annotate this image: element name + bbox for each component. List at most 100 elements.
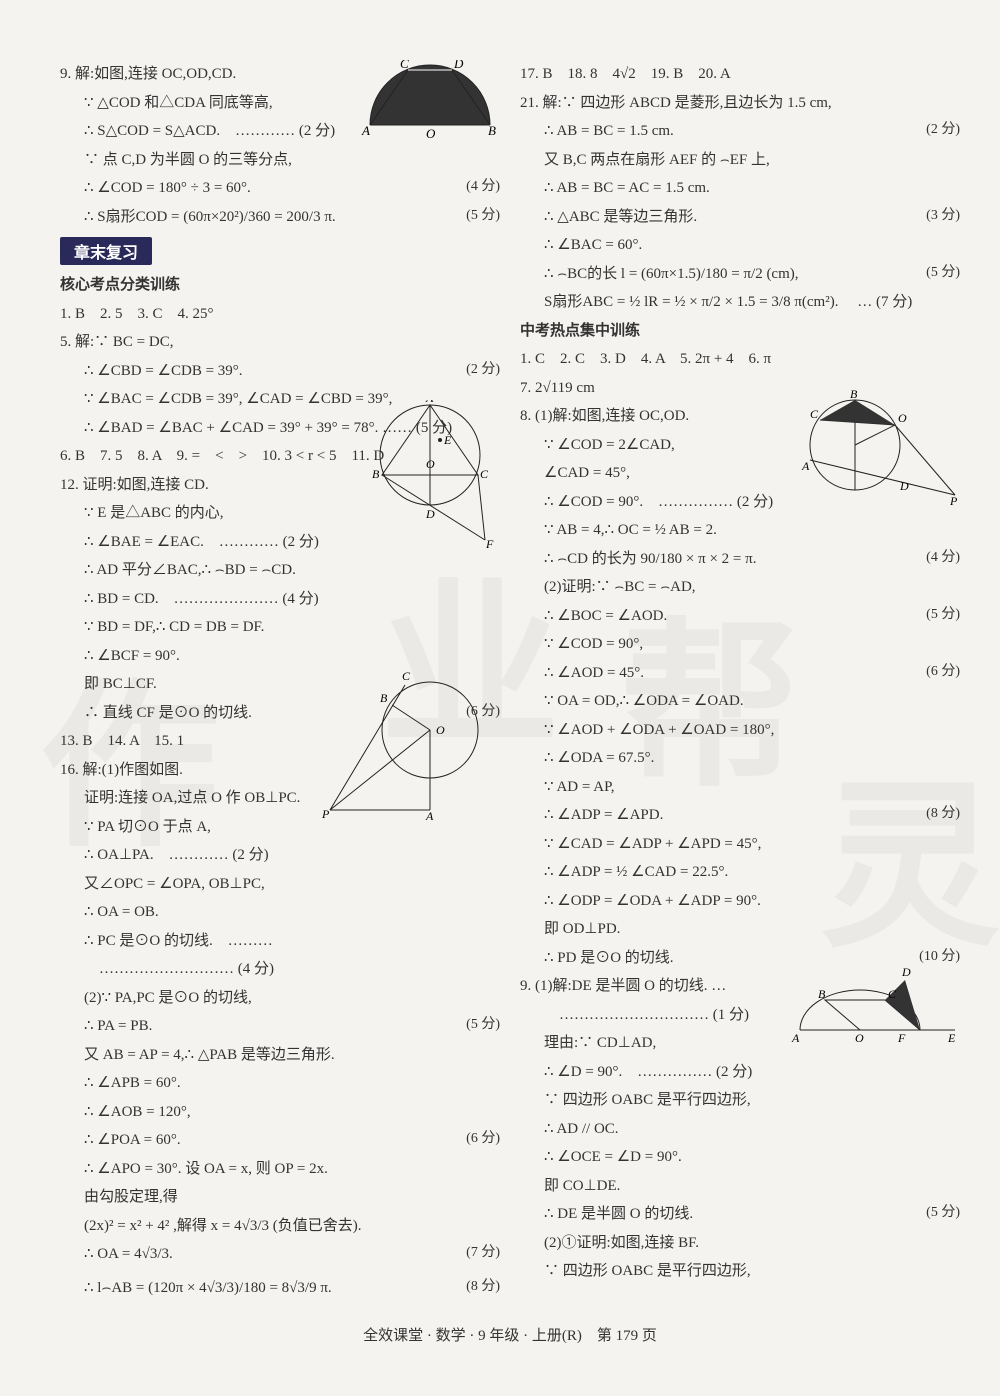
text: ∴ ∠POA = 60°. bbox=[84, 1132, 181, 1148]
text-line: ∴ PA = PB. (5 分) bbox=[60, 1012, 500, 1041]
text-line: ∴ ∠COD = 90°. …………… (2 分) bbox=[520, 488, 960, 517]
text-line: 12. 证明:如图,连接 CD. bbox=[60, 471, 500, 500]
text-line: ∴ S△COD = S△ACD. ………… (2 分) bbox=[60, 117, 500, 146]
text-line: 又∠OPC = ∠OPA, OB⊥PC, bbox=[60, 870, 500, 899]
text-line: ∴ OA = 4√3/3.(7 分) bbox=[60, 1240, 500, 1269]
text-line: 5. 解:∵ BC = DC, bbox=[60, 328, 500, 357]
score: (3 分) bbox=[926, 203, 960, 230]
text-line: ∵ OA = OD,∴ ∠ODA = ∠OAD. bbox=[520, 687, 960, 716]
svg-text:E: E bbox=[443, 433, 452, 447]
text-line: 9. (1)解:DE 是半圆 O 的切线. … bbox=[520, 972, 960, 1001]
svg-text:A: A bbox=[425, 400, 434, 405]
text-line: ∴ ∠BAE = ∠EAC. ………… (2 分) bbox=[60, 528, 500, 557]
text-line: ∴ ∠POA = 60°. (6 分) bbox=[60, 1126, 500, 1155]
text-line: ∴ ∠AOB = 120°, bbox=[60, 1098, 500, 1127]
text-line: 证明:连接 OA,过点 O 作 OB⊥PC. bbox=[60, 784, 500, 813]
text: ∴ ⌢BC的长 l = (60π×1.5)/180 = π/2 (cm), bbox=[544, 266, 799, 282]
text-line: ∴ OA = OB. bbox=[60, 898, 500, 927]
text: ∴ ∠CBD = ∠CDB = 39°. bbox=[84, 363, 243, 379]
text-line: ∵ E 是△ABC 的内心, bbox=[60, 499, 500, 528]
text-line: (2)∵ PA,PC 是⊙O 的切线, bbox=[60, 984, 500, 1013]
svg-text:C: C bbox=[402, 669, 411, 683]
text-line: ∵ 四边形 OABC 是平行四边形, bbox=[520, 1086, 960, 1115]
text-line: ∴ ∠COD = 180° ÷ 3 = 60°. (4 分) bbox=[60, 174, 500, 203]
text-line: ∴ △ABC 是等边三角形. (3 分) bbox=[520, 203, 960, 232]
text-line: ………………………… (1 分) bbox=[520, 1001, 960, 1030]
text-line: ∴ ∠BOC = ∠AOD. (5 分) bbox=[520, 602, 960, 631]
text-line: ∴ AD 平分∠BAC,∴ ⌢BD = ⌢CD. bbox=[60, 556, 500, 585]
score: (8 分) bbox=[926, 801, 960, 828]
text-line: ∵ ∠CAD = ∠ADP + ∠APD = 45°, bbox=[520, 830, 960, 859]
text-line: ∴ l⌢AB = (120π × 4√3/3)/180 = 8√3/9 π.(8… bbox=[60, 1269, 500, 1308]
text: ∴ ∠COD = 180° ÷ 3 = 60°. bbox=[84, 180, 251, 196]
text-line: ∵ PA 切⊙O 于点 A, bbox=[60, 813, 500, 842]
text-line: ∴ ∠OCE = ∠D = 90°. bbox=[520, 1143, 960, 1172]
text-line: 9. 解:如图,连接 OC,OD,CD. bbox=[60, 60, 500, 89]
text-line: 17. B 18. 8 4√2 19. B 20. A bbox=[520, 60, 960, 89]
text-line: ∴ AB = BC = 1.5 cm. (2 分) bbox=[520, 117, 960, 146]
score: (6 分) bbox=[466, 1126, 500, 1153]
text-line: (2)①证明:如图,连接 BF. bbox=[520, 1229, 960, 1258]
score: (7 分) bbox=[466, 1240, 500, 1267]
text-line: ∴ ∠ADP = ½ ∠CAD = 22.5°. bbox=[520, 858, 960, 887]
section-title-zk: 中考热点集中训练 bbox=[520, 317, 960, 346]
section-title-kx: 核心考点分类训练 bbox=[60, 271, 500, 300]
text: ∴ PA = PB. bbox=[84, 1018, 152, 1034]
text-line: 8. (1)解:如图,连接 OC,OD. bbox=[520, 402, 960, 431]
page-footer: 全效课堂 · 数学 · 9 年级 · 上册(R) 第 179 页 bbox=[60, 1324, 960, 1345]
text-line: ∴ S扇形COD = (60π×20²)/360 = 200/3 π. (5 分) bbox=[60, 203, 500, 232]
text: ∴ PD 是⊙O 的切线. bbox=[544, 950, 674, 966]
text: ∴ △ABC 是等边三角形. bbox=[544, 209, 697, 225]
text: ∴ ∠ADP = ∠APD. bbox=[544, 807, 663, 823]
score: (5 分) bbox=[466, 1012, 500, 1039]
text-line: (2)证明:∵ ⌢BC = ⌢AD, bbox=[520, 573, 960, 602]
text-line: ∴ ∠ADP = ∠APD. (8 分) bbox=[520, 801, 960, 830]
text-line: ∴ DE 是半圆 O 的切线. (5 分) bbox=[520, 1200, 960, 1229]
text-line: 又 B,C 两点在扇形 AEF 的 ⌢EF 上, bbox=[520, 146, 960, 175]
score: (6 分) bbox=[926, 659, 960, 686]
page-content: A B C D O 9. 解:如图,连接 OC,OD,CD. ∵ △COD 和△… bbox=[60, 60, 960, 1308]
text-line: ∵ △COD 和△CDA 同底等高, bbox=[60, 89, 500, 118]
text-line: (2x)² = x² + 4² ,解得 x = 4√3/3 (负值已舍去). bbox=[60, 1212, 500, 1241]
text: ∴ ⌢CD 的长为 90/180 × π × 2 = π. bbox=[544, 551, 756, 567]
text-line: ∴ ∠CBD = ∠CDB = 39°.(2 分) bbox=[60, 357, 500, 386]
text-line: ∵ ∠AOD + ∠ODA + ∠OAD = 180°, bbox=[520, 716, 960, 745]
text: ∴ AB = BC = 1.5 cm. bbox=[544, 123, 674, 139]
text-line: 又 AB = AP = 4,∴ △PAB 是等边三角形. bbox=[60, 1041, 500, 1070]
text: ∴ DE 是半圆 O 的切线. bbox=[544, 1206, 693, 1222]
text-line: ∴ ∠D = 90°. …………… (2 分) bbox=[520, 1058, 960, 1087]
text-line: 1. C 2. C 3. D 4. A 5. 2π + 4 6. π bbox=[520, 345, 960, 374]
text: ∴ ∠BOC = ∠AOD. bbox=[544, 608, 667, 624]
score: (5 分) bbox=[926, 602, 960, 629]
score: (5 分) bbox=[466, 203, 500, 230]
text-line: ∵ ∠COD = 2∠CAD, bbox=[520, 431, 960, 460]
text: ∴ ∠AOD = 45°. bbox=[544, 665, 644, 681]
text-line: ∵ 点 C,D 为半圆 O 的三等分点, bbox=[60, 146, 500, 175]
text: ∴ 直线 CF 是⊙O 的切线. bbox=[84, 705, 252, 721]
text-line: 由勾股定理,得 bbox=[60, 1183, 500, 1212]
text-line: ∵ 四边形 OABC 是平行四边形, bbox=[520, 1257, 960, 1286]
text-line: ∴ ∠APB = 60°. bbox=[60, 1069, 500, 1098]
text-line: 1. B 2. 5 3. C 4. 25° bbox=[60, 300, 500, 329]
score: (2 分) bbox=[926, 117, 960, 144]
text-line: ……………………… (4 分) bbox=[60, 955, 500, 984]
text-line: ∴ PC 是⊙O 的切线. ……… bbox=[60, 927, 500, 956]
text-line: ∵ AB = 4,∴ OC = ½ AB = 2. bbox=[520, 516, 960, 545]
text-line: ∴ ∠AOD = 45°. (6 分) bbox=[520, 659, 960, 688]
text-line: ∴ ∠BAC = 60°. bbox=[520, 231, 960, 260]
text-line: ∵ ∠COD = 90°, bbox=[520, 630, 960, 659]
text-line: S扇形ABC = ½ lR = ½ × π/2 × 1.5 = 3/8 π(cm… bbox=[520, 288, 960, 317]
svg-text:O: O bbox=[426, 457, 435, 471]
text-line: 即 OD⊥PD. bbox=[520, 915, 960, 944]
left-column: A B C D O 9. 解:如图,连接 OC,OD,CD. ∵ △COD 和△… bbox=[60, 60, 500, 1308]
score: (5 分) bbox=[926, 260, 960, 287]
text-line: ∴ AD // OC. bbox=[520, 1115, 960, 1144]
text-line: 理由:∵ CD⊥AD, bbox=[520, 1029, 960, 1058]
score: (4 分) bbox=[466, 174, 500, 201]
svg-text:B: B bbox=[380, 691, 388, 705]
text-line: ∴ ∠ODP = ∠ODA + ∠ADP = 90°. bbox=[520, 887, 960, 916]
text-line: ∵ BD = DF,∴ CD = DB = DF. bbox=[60, 613, 500, 642]
score: (5 分) bbox=[926, 1200, 960, 1227]
score: (4 分) bbox=[926, 545, 960, 572]
text: ∴ S扇形COD = (60π×20²)/360 = 200/3 π. bbox=[84, 209, 336, 225]
